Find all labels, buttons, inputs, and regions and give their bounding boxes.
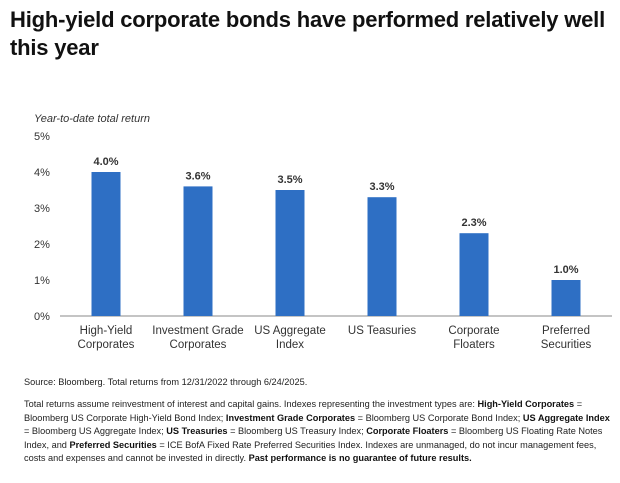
chart-headline: High-yield corporate bonds have performe… (10, 7, 605, 60)
x-category-label: US Teasuries (348, 325, 416, 337)
x-category-label: Investment Grade (152, 325, 243, 337)
y-tick-label: 1% (34, 275, 50, 287)
bar-chart: Year-to-date total return 0% 1% 2% 3% 4% 5% 4.0… (34, 113, 612, 351)
x-category-label: Corporates (170, 339, 227, 351)
notes-text: = Bloomberg US Treasury Index; (227, 426, 367, 436)
y-axis-title: Year-to-date total return (34, 113, 150, 125)
bar-value-label: 3.5% (277, 174, 302, 186)
x-category-label: Corporate (448, 325, 499, 337)
y-tick-label: 2% (34, 239, 50, 251)
methodology-notes: Total returns assume reinvestment of int… (24, 398, 614, 466)
notes-text: = ICE BofA Fixed Rate Preferred Securiti… (24, 439, 597, 464)
x-category-label: US Aggregate (254, 325, 326, 337)
notes-text: = Bloomberg US Aggregate Index; (24, 426, 167, 436)
x-category-label: Preferred (542, 325, 590, 337)
x-category-label: Index (276, 339, 304, 351)
bar-value-label: 1.0% (553, 264, 578, 276)
bar (367, 197, 397, 316)
bar-value-label: 2.3% (461, 217, 486, 229)
bar (551, 280, 581, 316)
bar-value-label: 4.0% (93, 156, 118, 168)
x-category-label: Floaters (453, 339, 495, 351)
bar (91, 172, 121, 316)
notes-emphasis: Corporate Floaters (366, 426, 449, 436)
x-category-label: Corporates (78, 339, 135, 351)
bar (183, 186, 213, 316)
bar (459, 233, 489, 316)
y-tick-label: 3% (34, 203, 50, 215)
notes-emphasis: Preferred Securities (69, 439, 157, 450)
notes-text: = Bloomberg US Corporate Bond Index; (355, 412, 523, 423)
notes-text: Total returns assume reinvestment of int… (24, 399, 478, 409)
notes-emphasis: US Aggregate Index (522, 412, 610, 423)
chart-area: Year-to-date total return 0% 1% 2% 3% 4% 5% 4.0… (0, 106, 620, 362)
source-note: Source: Bloomberg. Total returns from 12… (24, 377, 308, 387)
x-category-label: High-Yield (80, 325, 133, 337)
notes-text: = Bloomberg US Corporate High-Yield Bond… (24, 399, 583, 423)
bar (275, 190, 305, 316)
notes-emphasis: High-Yield Corporates (477, 399, 575, 409)
x-category-label: Securities (541, 339, 592, 351)
y-tick-label: 5% (34, 131, 50, 143)
notes-emphasis: Investment Grade Corporates (225, 412, 356, 423)
y-tick-label: 0% (34, 311, 50, 323)
bar-value-label: 3.6% (185, 170, 210, 182)
y-tick-label: 4% (34, 167, 50, 179)
bar-value-label: 3.3% (369, 181, 394, 193)
notes-text: = Bloomberg US Floating Rate Notes Index… (24, 426, 603, 450)
notes-emphasis: US Treasuries (166, 426, 228, 436)
notes-emphasis: Past performance is no guarantee of futu… (248, 453, 472, 463)
